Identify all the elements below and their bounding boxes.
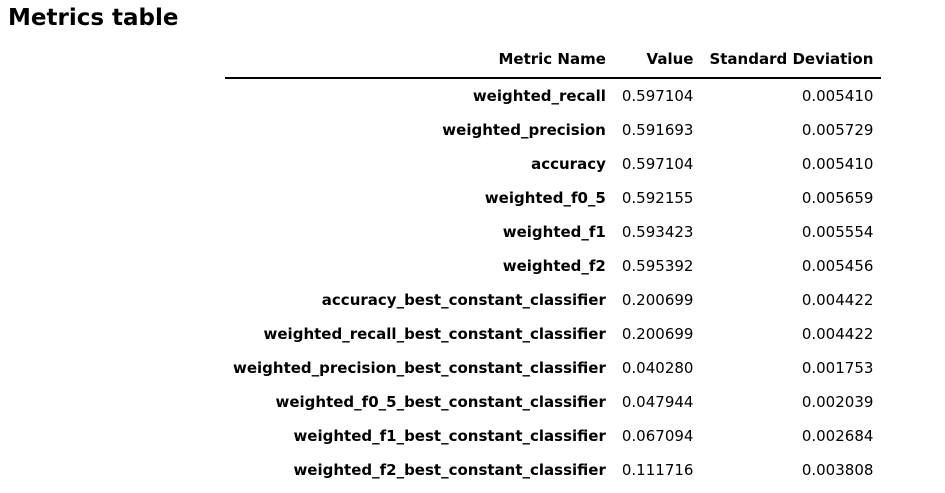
table-header-row: Metric Name Value Standard Deviation <box>225 45 882 79</box>
metric-value-cell: 0.595392 <box>621 256 694 275</box>
metric-std-cell: 0.004422 <box>801 290 874 309</box>
metric-name-cell: accuracy <box>531 154 606 173</box>
metric-value-cell: 0.591693 <box>621 120 694 139</box>
metric-value-cell: 0.067094 <box>621 426 694 445</box>
metric-name-cell: accuracy_best_constant_classifier <box>321 290 606 309</box>
metric-std-cell: 0.005410 <box>801 154 874 173</box>
table-row: weighted_f2 0.595392 0.005456 <box>225 249 881 283</box>
metric-name-cell: weighted_recall_best_constant_classifier <box>263 324 606 343</box>
metric-value-cell: 0.200699 <box>621 290 694 309</box>
metric-value-cell: 0.200699 <box>621 324 694 343</box>
metric-value-cell: 0.597104 <box>621 86 694 105</box>
metric-name-cell: weighted_f1_best_constant_classifier <box>293 426 606 445</box>
metric-name-cell: weighted_f0_5_best_constant_classifier <box>275 392 606 411</box>
metric-std-cell: 0.002039 <box>801 392 874 411</box>
table-row: weighted_recall 0.597104 0.005410 <box>225 78 881 113</box>
metric-std-cell: 0.002684 <box>801 426 874 445</box>
table-row: weighted_f1 0.593423 0.005554 <box>225 215 881 249</box>
metric-name-cell: weighted_f2 <box>502 256 606 275</box>
column-header-metric-name: Metric Name <box>225 45 614 79</box>
metric-name-cell: weighted_f2_best_constant_classifier <box>293 460 606 479</box>
table-row: weighted_precision_best_constant_classif… <box>225 351 881 385</box>
metric-name-cell: weighted_precision <box>442 120 606 139</box>
table-row: weighted_recall_best_constant_classifier… <box>225 317 881 351</box>
table-row: weighted_f2_best_constant_classifier 0.1… <box>225 453 881 487</box>
metric-std-cell: 0.004422 <box>801 324 874 343</box>
metric-name-cell: weighted_recall <box>472 86 606 105</box>
page-title: Metrics table <box>8 5 179 31</box>
metric-name-cell: weighted_f1 <box>502 222 606 241</box>
metric-value-cell: 0.047944 <box>621 392 694 411</box>
metric-std-cell: 0.003808 <box>801 460 874 479</box>
metric-std-cell: 0.005554 <box>801 222 874 241</box>
column-header-value: Value <box>613 45 702 79</box>
metric-std-cell: 0.005410 <box>801 86 874 105</box>
metric-std-cell: 0.005729 <box>801 120 874 139</box>
table-row: accuracy_best_constant_classifier 0.2006… <box>225 283 881 317</box>
metric-value-cell: 0.040280 <box>621 358 694 377</box>
table-row: weighted_precision 0.591693 0.005729 <box>225 113 881 147</box>
metric-value-cell: 0.592155 <box>621 188 694 207</box>
table-row: weighted_f0_5_best_constant_classifier 0… <box>225 385 881 419</box>
column-header-standard-deviation: Standard Deviation <box>701 45 882 79</box>
metric-std-cell: 0.001753 <box>801 358 874 377</box>
metric-value-cell: 0.597104 <box>621 154 694 173</box>
table-row: accuracy 0.597104 0.005410 <box>225 147 881 181</box>
metric-std-cell: 0.005456 <box>801 256 874 275</box>
metric-name-cell: weighted_precision_best_constant_classif… <box>233 358 606 377</box>
metric-value-cell: 0.111716 <box>621 460 694 479</box>
table-row: weighted_f1_best_constant_classifier 0.0… <box>225 419 881 453</box>
metric-std-cell: 0.005659 <box>801 188 874 207</box>
metrics-table: Metric Name Value Standard Deviation wei… <box>225 45 882 487</box>
table-row: weighted_f0_5 0.592155 0.005659 <box>225 181 881 215</box>
metric-name-cell: weighted_f0_5 <box>484 188 606 207</box>
metric-value-cell: 0.593423 <box>621 222 694 241</box>
